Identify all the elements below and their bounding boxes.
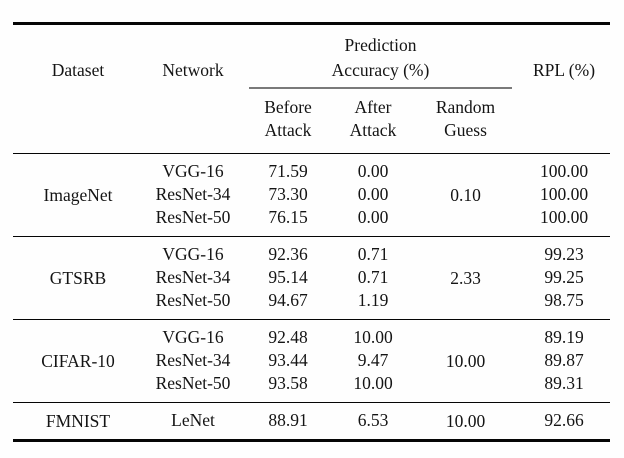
header-after-line1: After <box>354 97 392 117</box>
table-row: ResNet-34 95.14 0.71 99.25 <box>13 266 610 289</box>
cell-after-attack: 1.19 <box>357 290 389 310</box>
group-cifar10: CIFAR-10 VGG-16 92.48 10.00 10.00 89.19 … <box>13 319 611 403</box>
cell-network: VGG-16 <box>162 161 224 181</box>
table-header: Dataset Network Prediction Accuracy (%) … <box>13 24 611 154</box>
cell-rpl: 89.19 <box>544 327 584 347</box>
header-after-attack: After Attack <box>333 89 413 154</box>
header-row-main: Dataset Network Prediction Accuracy (%) … <box>13 24 610 89</box>
table-row: ResNet-50 76.15 0.00 100.00 <box>13 206 610 237</box>
cell-network: ResNet-34 <box>155 184 231 204</box>
cell-after-attack: 0.71 <box>357 244 389 264</box>
group-fmnist: FMNIST LeNet 88.91 6.53 10.00 92.66 <box>13 402 611 441</box>
results-table: Dataset Network Prediction Accuracy (%) … <box>13 22 611 442</box>
cell-before-attack: 95.14 <box>268 267 308 287</box>
header-before-line2: Attack <box>264 120 312 140</box>
header-accuracy-line2: Accuracy (%) <box>331 60 430 80</box>
header-prediction-accuracy: Prediction Accuracy (%) <box>243 24 518 89</box>
table-row: ResNet-50 94.67 1.19 98.75 <box>13 289 610 320</box>
table-row: ResNet-34 93.44 9.47 89.87 <box>13 349 610 372</box>
cell-before-attack: 92.48 <box>268 327 308 347</box>
cell-before-attack: 92.36 <box>268 244 308 264</box>
cell-after-attack: 0.00 <box>357 207 389 227</box>
table-row: FMNIST LeNet 88.91 6.53 10.00 92.66 <box>13 403 610 441</box>
table-row: ResNet-50 93.58 10.00 89.31 <box>13 372 610 403</box>
header-accuracy-line1: Prediction <box>344 35 417 55</box>
cell-rpl: 99.23 <box>544 244 584 264</box>
cell-network: ResNet-50 <box>155 207 231 227</box>
cell-after-attack: 0.71 <box>357 267 389 287</box>
header-after-line2: Attack <box>349 120 397 140</box>
cell-network: ResNet-50 <box>155 373 231 393</box>
cell-dataset: GTSRB <box>49 267 107 288</box>
cell-network: VGG-16 <box>162 244 224 264</box>
cell-rpl: 89.31 <box>544 373 584 393</box>
cell-random-guess: 10.00 <box>445 410 486 431</box>
cell-before-attack: 93.58 <box>268 373 308 393</box>
header-random-line2: Guess <box>444 120 487 140</box>
cell-after-attack: 10.00 <box>353 373 393 393</box>
cell-after-attack: 9.47 <box>357 350 389 370</box>
cell-network: ResNet-50 <box>155 290 231 310</box>
header-network: Network <box>162 60 224 80</box>
cell-after-attack: 6.53 <box>357 410 389 430</box>
cell-before-attack: 76.15 <box>268 207 308 227</box>
cell-rpl: 99.25 <box>544 267 584 287</box>
table-row: GTSRB VGG-16 92.36 0.71 2.33 99.23 <box>13 237 610 288</box>
cell-after-attack: 0.00 <box>357 184 389 204</box>
cell-before-attack: 94.67 <box>268 290 308 310</box>
cell-rpl: 100.00 <box>539 207 589 227</box>
header-prediction-accuracy-text: Prediction Accuracy (%) <box>249 25 513 89</box>
header-before-attack: Before Attack <box>243 89 333 154</box>
header-before-line1: Before <box>264 97 312 117</box>
table-row: CIFAR-10 VGG-16 92.48 10.00 10.00 89.19 <box>13 320 610 371</box>
cell-random-guess: 0.10 <box>450 184 481 205</box>
cell-before-attack: 93.44 <box>268 350 308 370</box>
cell-network: LeNet <box>171 410 215 430</box>
cell-dataset: CIFAR-10 <box>41 350 115 371</box>
header-random-line1: Random <box>435 97 496 117</box>
header-dataset: Dataset <box>51 60 105 80</box>
group-gtsrb: GTSRB VGG-16 92.36 0.71 2.33 99.23 ResNe… <box>13 236 611 320</box>
cell-random-guess: 2.33 <box>450 267 481 288</box>
cell-after-attack: 10.00 <box>353 327 393 347</box>
header-rpl: RPL (%) <box>532 60 596 80</box>
cell-rpl: 92.66 <box>544 410 584 430</box>
table-row: ResNet-34 73.30 0.00 100.00 <box>13 183 610 206</box>
cell-rpl: 98.75 <box>544 290 584 310</box>
cell-network: ResNet-34 <box>155 267 231 287</box>
cell-dataset: ImageNet <box>43 184 113 205</box>
cell-before-attack: 88.91 <box>268 410 308 430</box>
header-row-sub: Before Attack After Attack Random Guess <box>13 89 610 154</box>
cell-dataset: FMNIST <box>45 410 111 431</box>
table-row: ImageNet VGG-16 71.59 0.00 0.10 100.00 <box>13 154 610 205</box>
cell-random-guess: 10.00 <box>445 350 486 371</box>
group-imagenet: ImageNet VGG-16 71.59 0.00 0.10 100.00 R… <box>13 153 611 237</box>
cell-before-attack: 73.30 <box>268 184 308 204</box>
cell-after-attack: 0.00 <box>357 161 389 181</box>
cell-rpl: 100.00 <box>539 184 589 204</box>
header-random-guess: Random Guess <box>413 89 518 154</box>
cell-rpl: 89.87 <box>544 350 584 370</box>
cell-before-attack: 71.59 <box>268 161 308 181</box>
cell-rpl: 100.00 <box>539 161 589 181</box>
cell-network: ResNet-34 <box>155 350 231 370</box>
cell-network: VGG-16 <box>162 327 224 347</box>
